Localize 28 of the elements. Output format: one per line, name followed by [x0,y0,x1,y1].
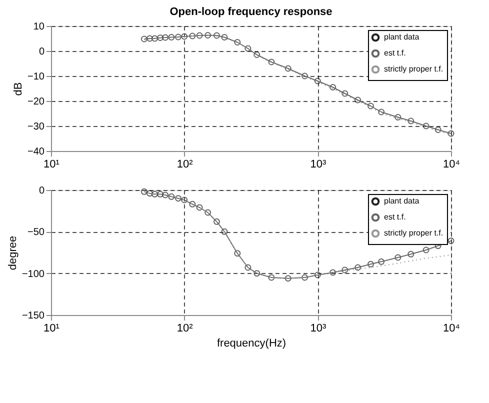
chart-title: Open-loop frequency response [170,6,332,18]
x-tick-label: 10² [176,158,194,170]
y-axis-title: degree [6,236,19,270]
legend-label: strictly proper t.f. [384,64,444,74]
legend-label: est t.f. [384,48,406,58]
y-tick-label: −100 [22,268,45,280]
x-tick-label: 10⁴ [443,158,460,170]
legend-label: strictly proper t.f. [384,228,444,238]
y-tick-label: −30 [28,122,45,132]
y-tick-label: 0 [38,46,45,58]
y-tick-label: −150 [22,310,45,322]
y-tick-label: 10 [33,22,45,32]
x-tick-label: 10¹ [44,158,60,170]
legend-label: plant data [384,196,420,206]
y-tick-label: −20 [28,96,45,108]
x-axis-title: frequency(Hz) [216,338,286,350]
x-tick-label: 10⁴ [443,322,460,334]
legend-label: plant data [384,32,420,42]
y-tick-label: −40 [28,146,45,158]
y-tick-label: 0 [38,186,45,196]
legend-label: est t.f. [384,212,406,222]
x-tick-label: 10³ [310,158,326,170]
y-tick-label: −50 [28,227,45,238]
x-tick-label: 10¹ [44,322,60,334]
x-tick-label: 10² [176,322,194,334]
y-tick-label: −10 [28,72,45,82]
y-axis-title: dB [12,82,25,96]
x-tick-label: 10³ [310,322,326,334]
